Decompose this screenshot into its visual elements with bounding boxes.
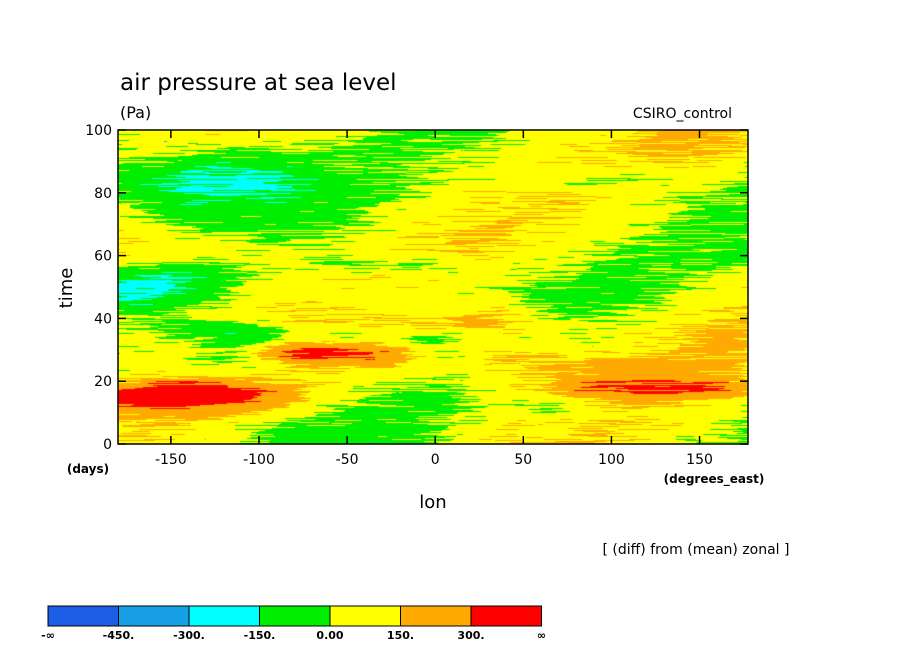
model-label: CSIRO_control	[633, 106, 732, 122]
y-tick-label: 80	[94, 186, 112, 202]
heatmap-field	[118, 130, 748, 444]
plot-frame	[117, 129, 749, 445]
colorbar-tick-label: -∞	[41, 629, 55, 642]
annotation-text: [ (diff) from (mean) zonal ]	[603, 542, 790, 558]
x-tick-label: 50	[514, 452, 532, 468]
colorbar: -∞ -450. -300. -150. 0.00 150. 300. ∞	[41, 605, 546, 642]
colorbar-swatch	[259, 605, 331, 627]
colorbar-tick-label: ∞	[537, 629, 546, 642]
colorbar-swatch	[47, 605, 119, 627]
units-label: (Pa)	[120, 103, 151, 122]
x-tick-label: -100	[243, 452, 275, 468]
y-axis-label: time	[56, 268, 77, 309]
colorbar-swatch	[118, 605, 190, 627]
y-axis-unit: (days)	[67, 462, 109, 476]
y-tick-label: 0	[103, 437, 112, 453]
x-axis-label: lon	[419, 492, 446, 513]
colorbar-tick-label: -450.	[103, 629, 135, 642]
colorbar-swatch	[188, 605, 260, 627]
colorbar-swatch	[400, 605, 472, 627]
x-tick-label: 100	[598, 452, 625, 468]
x-tick-label: 0	[431, 452, 440, 468]
x-tick-label: 150	[686, 452, 713, 468]
x-tick-label: -150	[155, 452, 187, 468]
colorbar-tick-label: 0.00	[316, 629, 343, 642]
colorbar-swatch	[470, 605, 542, 627]
chart-title: air pressure at sea level	[120, 70, 397, 96]
x-axis-unit: (degrees_east)	[664, 472, 765, 487]
y-tick-label: 20	[94, 374, 112, 390]
colorbar-tick-label: 300.	[457, 629, 484, 642]
colorbar-tick-label: 150.	[387, 629, 414, 642]
x-tick-label: -50	[336, 452, 359, 468]
colorbar-tick-label: -300.	[173, 629, 205, 642]
colorbar-swatch	[329, 605, 401, 627]
y-tick-label: 60	[94, 249, 112, 265]
colorbar-tick-label: -150.	[244, 629, 276, 642]
y-tick-label: 100	[85, 123, 112, 139]
y-tick-label: 40	[94, 311, 112, 327]
plot-area: -150 -100 -50 0 50 100 150 0 20 40 60 80 100	[85, 123, 749, 468]
